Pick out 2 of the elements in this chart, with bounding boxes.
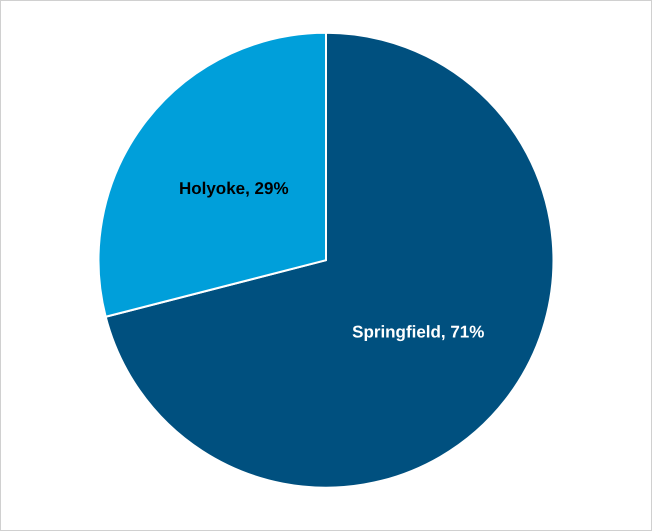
slice-label: Springfield, 71% [352,322,484,342]
slice-label: Holyoke, 29% [178,179,289,198]
